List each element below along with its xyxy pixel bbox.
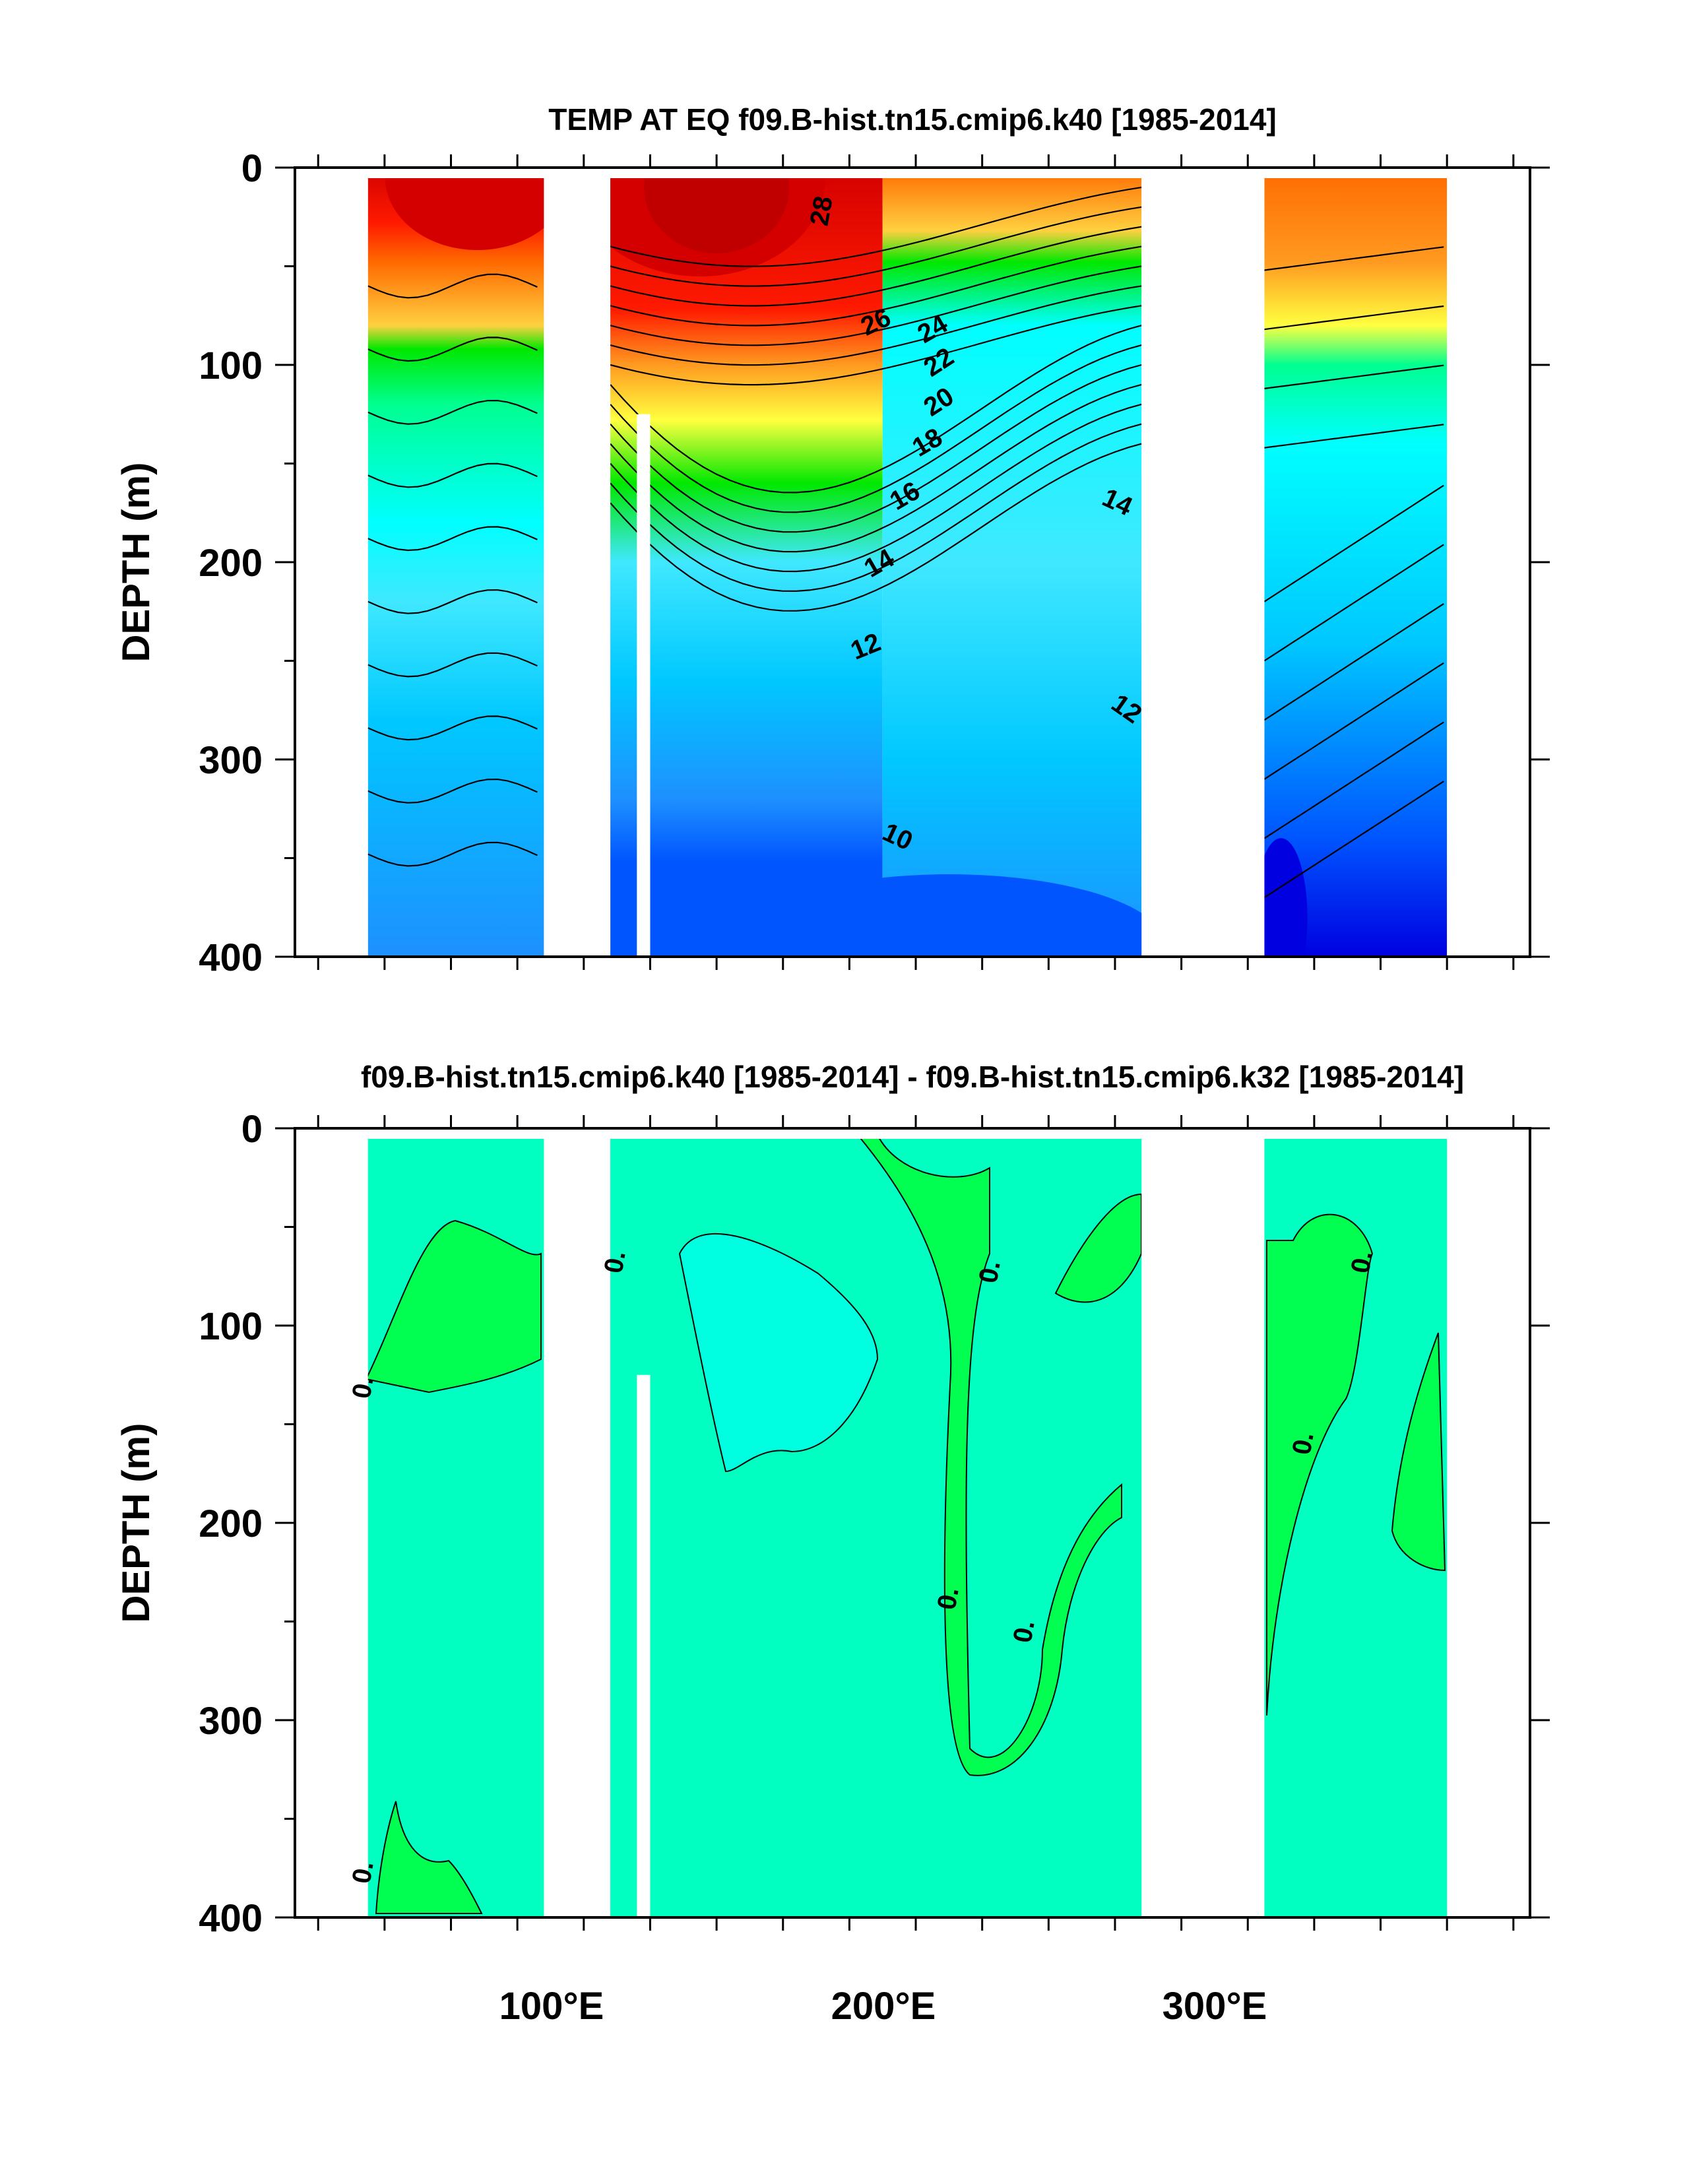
zero-label-4: 0. <box>1346 1248 1378 1275</box>
top-y-axis-label: DEPTH (m) <box>115 463 158 662</box>
isotherm-pacific-11 <box>610 403 1142 573</box>
bottom-contour-labels: 0. 0. 0. 0. 0. 0. 0. 0. <box>347 1248 1378 1885</box>
isotherm-pacific-7 <box>610 325 1142 494</box>
zero-label-2: 0. <box>599 1248 631 1275</box>
zero-label-3: 0. <box>974 1258 1006 1285</box>
land-maritime-top <box>544 168 611 957</box>
land-strait-top <box>637 414 651 957</box>
top-ytick-label-200: 200 <box>199 542 263 585</box>
positive-anomaly-2 <box>1054 1193 1142 1303</box>
isotherm-indian-9 <box>367 841 538 867</box>
land-east-bottom <box>1447 1128 1530 1917</box>
land-mask <box>295 168 1530 957</box>
positive-anomaly-3 <box>1266 1213 1374 1716</box>
xtick-label-200E: 200°E <box>831 1985 936 2028</box>
bottom-axis-ticks <box>275 1115 1550 1931</box>
isotherm-pacific-1 <box>610 206 1142 287</box>
bottom-ytick-label-100: 100 <box>199 1305 263 1348</box>
indian-ocean-fill <box>367 168 544 957</box>
surface-gap-top <box>295 168 1530 178</box>
isotherm-indian-2 <box>367 399 538 425</box>
isotherm-atlantic-2 <box>1264 364 1444 389</box>
contour-label-28: 28 <box>805 194 839 228</box>
isotherm-indian-6 <box>367 652 538 678</box>
top-title: TEMP AT EQ f09.B-hist.tn15.cmip6.k40 [19… <box>548 102 1277 137</box>
difference-color-fill <box>295 1128 1530 1917</box>
land-east-top <box>1447 168 1530 957</box>
positive-anomaly-4 <box>1391 1332 1446 1572</box>
isotherm-atlantic-3 <box>1264 424 1444 449</box>
temperature-contour-lines <box>367 186 1444 899</box>
bottom-y-axis-label: DEPTH (m) <box>115 1423 158 1623</box>
surface-gap-bottom <box>295 1128 1530 1139</box>
land-america-bottom <box>1141 1128 1265 1917</box>
positive-anomaly-0 <box>365 1219 542 1394</box>
isotherm-indian-7 <box>367 715 538 741</box>
bottom-ytick-label-200: 200 <box>199 1502 263 1545</box>
isotherm-indian-8 <box>367 778 538 804</box>
isotherm-atlantic-6 <box>1263 603 1444 721</box>
isotherm-pacific-12 <box>610 423 1142 593</box>
xtick-label-100E: 100°E <box>499 1985 604 2028</box>
zero-label-1: 0. <box>347 1374 379 1400</box>
east-pacific-fill <box>882 168 1142 957</box>
zero-label-7: 0. <box>1008 1618 1040 1644</box>
isotherm-atlantic-8 <box>1263 721 1444 839</box>
isotherm-atlantic-5 <box>1263 544 1444 662</box>
land-america-top <box>1141 168 1265 957</box>
zero-label-5: 0. <box>1287 1430 1320 1456</box>
zero-label-8: 0. <box>347 1859 379 1885</box>
bottom-ytick-label-300: 300 <box>199 1700 263 1743</box>
land-west-top <box>295 168 368 957</box>
xtick-label-300E: 300°E <box>1163 1985 1267 2028</box>
temperature-color-fill <box>367 168 1448 957</box>
isotherm-atlantic-9 <box>1263 781 1444 899</box>
top-ytick-label-300: 300 <box>199 739 263 782</box>
isotherm-pacific-10 <box>610 383 1142 553</box>
land-west-bottom <box>295 1128 368 1917</box>
isotherm-atlantic-0 <box>1264 246 1444 271</box>
isotherm-atlantic-7 <box>1263 662 1444 780</box>
zero-label-6: 0. <box>932 1585 965 1611</box>
isotherm-indian-1 <box>367 337 538 362</box>
isotherm-atlantic-1 <box>1264 305 1444 331</box>
isotherm-indian-5 <box>367 589 538 614</box>
deep-cool-pool <box>731 874 1167 957</box>
difference-field <box>295 1128 1530 1917</box>
positive-anomaly-1 <box>856 1134 1122 1776</box>
isotherm-pacific-13 <box>610 443 1142 612</box>
temperature-panel: TEMP AT EQ f09.B-hist.tn15.cmip6.k40 [19… <box>115 102 1550 979</box>
difference-panel: f09.B-hist.tn15.cmip6.k40 [1985-2014] - … <box>115 1060 1550 2028</box>
top-ytick-label-100: 100 <box>199 344 263 387</box>
temperature-field <box>295 168 1530 957</box>
isotherm-pacific-3 <box>610 245 1142 327</box>
isotherm-indian-3 <box>367 463 538 488</box>
isotherm-pacific-2 <box>610 226 1142 307</box>
isotherm-pacific-0 <box>610 186 1142 267</box>
isotherm-pacific-6 <box>610 305 1142 386</box>
land-maritime-bottom <box>544 1128 611 1917</box>
isotherm-pacific-9 <box>610 364 1142 533</box>
positive-anomaly-5 <box>375 1801 483 1914</box>
isotherm-pacific-8 <box>610 344 1142 513</box>
isotherm-indian-0 <box>367 273 538 299</box>
isotherm-indian-4 <box>367 526 538 552</box>
isotherm-pacific-5 <box>610 285 1142 366</box>
atlantic-deep-pool <box>1254 838 1308 957</box>
bottom-ytick-label-400: 400 <box>199 1897 263 1940</box>
isotherm-pacific-4 <box>610 265 1142 346</box>
land-mask-bottom <box>295 1128 1530 1917</box>
isotherm-atlantic-4 <box>1263 484 1444 602</box>
land-strait-bottom <box>637 1374 651 1917</box>
indian-warm-pool <box>385 168 570 250</box>
top-ytick-label-400: 400 <box>199 936 263 979</box>
top-ytick-label-0: 0 <box>241 147 263 190</box>
negative-anomaly <box>678 1233 879 1473</box>
bottom-ytick-label-0: 0 <box>241 1108 263 1151</box>
top-axis-ticks <box>275 154 1550 970</box>
bottom-title: f09.B-hist.tn15.cmip6.k40 [1985-2014] - … <box>361 1060 1464 1094</box>
pacific-warm-core <box>644 168 790 253</box>
